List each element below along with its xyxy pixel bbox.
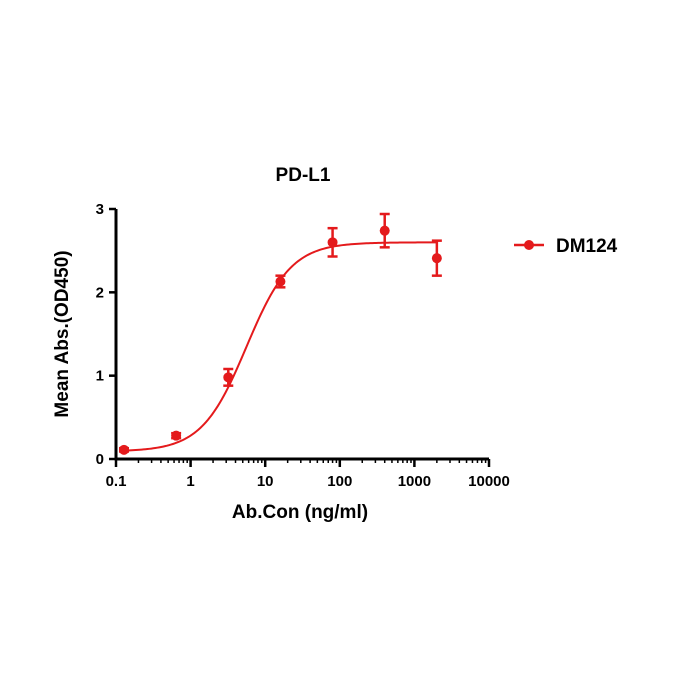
x-tick-label: 10 [257,473,274,490]
y-tick-label: 3 [96,201,104,218]
data-point-group [223,367,234,387]
data-point [275,276,286,287]
legend-marker [524,240,534,250]
x-tick-label: 0.1 [106,473,127,490]
fit-curve [123,241,437,452]
data-point [431,253,442,264]
chart-title: PD-L1 [276,165,331,186]
data-point-group [431,239,442,277]
legend-label: DM124 [556,236,618,257]
x-tick-label: 10000 [468,473,510,490]
data-point-group [327,226,338,258]
y-tick-label: 0 [96,451,104,468]
data-point [223,372,234,383]
axes: 0 1 2 3 0.1 1 10 100 1000 10000 [96,201,510,490]
data-point-group [379,212,390,249]
data-point [379,225,390,236]
data-point-group [118,444,129,455]
x-axis-label: Ab.Con (ng/ml) [232,502,368,523]
x-tick-label: 1000 [398,473,431,490]
y-axis-label: Mean Abs.(OD450) [52,250,73,417]
data-point [327,237,338,248]
data-point-group [275,274,286,289]
x-tick-label: 100 [327,473,352,490]
y-tick-label: 2 [96,284,104,301]
fit-curve-layer [123,241,437,452]
y-tick-label: 1 [96,368,104,385]
data-points-layer [118,212,442,455]
data-point [118,444,129,455]
data-point [171,430,182,441]
legend: DM124 [514,236,618,257]
x-tick-label: 1 [186,473,194,490]
data-point-group [171,430,182,441]
